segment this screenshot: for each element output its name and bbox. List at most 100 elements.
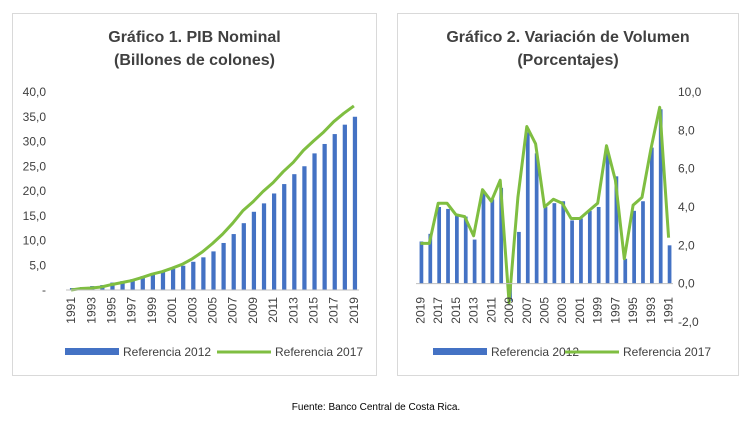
x-tick-label: 1995 bbox=[626, 297, 640, 324]
chart-2-subtitle: (Porcentajes) bbox=[517, 52, 619, 69]
bar-2007 bbox=[525, 132, 530, 284]
x-tick-label: 2019 bbox=[347, 297, 361, 324]
x-tick-label: 2011 bbox=[266, 297, 280, 323]
x-tick-label: 2007 bbox=[226, 297, 240, 324]
bar-1991 bbox=[667, 245, 672, 284]
y-tick-label: 10,0 bbox=[23, 234, 47, 248]
bar-2000 bbox=[160, 270, 166, 290]
bar-2003 bbox=[561, 201, 566, 284]
bar-2010 bbox=[261, 203, 267, 290]
chart-2-plot: -2,0 0,0 2,0 4,0 6,0 8,0 10,0 2019 2017 2015 2013… bbox=[413, 85, 711, 359]
x-tick-label: 1999 bbox=[591, 297, 605, 324]
y-tick-label: -2,0 bbox=[678, 315, 699, 329]
x-tick-label: 2019 bbox=[413, 297, 427, 324]
x-tick-label: 2013 bbox=[286, 297, 300, 324]
chart-2-y-axis: -2,0 0,0 2,0 4,0 6,0 8,0 10,0 bbox=[678, 85, 702, 329]
source-note: Fuente: Banco Central de Costa Rica. bbox=[291, 402, 461, 413]
bar-1997 bbox=[614, 176, 619, 284]
bar-2004 bbox=[201, 257, 206, 290]
bar-2010 bbox=[499, 187, 504, 284]
y-tick-label: 30,0 bbox=[23, 135, 47, 149]
bar-2004 bbox=[552, 203, 557, 284]
bar-2011 bbox=[490, 199, 495, 284]
x-tick-label: 2015 bbox=[449, 297, 463, 324]
chart-panel-variacion-volumen: Gráfico 2. Variación de Volumen (Porcent… bbox=[397, 13, 739, 376]
x-tick-label: 1993 bbox=[84, 297, 98, 324]
bar-2001 bbox=[579, 218, 583, 284]
bar-2005 bbox=[543, 207, 548, 284]
chart-1-x-axis: 1991 1993 1995 1997 1999 2001 2003 2005 2007 2009… bbox=[64, 289, 361, 324]
y-tick-label: 4,0 bbox=[678, 200, 695, 214]
bar-2016 bbox=[322, 143, 327, 290]
bar-2015 bbox=[312, 153, 317, 290]
bar-2009 bbox=[251, 211, 257, 290]
y-tick-label: 35,0 bbox=[23, 110, 47, 124]
chart-1-bars bbox=[69, 116, 358, 290]
x-tick-label: 1999 bbox=[145, 297, 159, 324]
y-tick-label: 8,0 bbox=[678, 123, 695, 137]
bar-2016 bbox=[446, 208, 450, 284]
bar-2002 bbox=[181, 265, 186, 290]
x-tick-label: 2009 bbox=[246, 297, 260, 324]
x-tick-label: 2007 bbox=[520, 297, 534, 324]
bar-2003 bbox=[191, 261, 196, 290]
bar-1995 bbox=[110, 282, 115, 290]
bar-2015 bbox=[455, 214, 459, 284]
chart-2-line bbox=[420, 105, 671, 305]
legend-label-referencia-2012: Referencia 2012 bbox=[491, 345, 579, 359]
y-tick-label: 25,0 bbox=[23, 159, 47, 173]
bar-2014 bbox=[302, 166, 307, 290]
bar-1999 bbox=[150, 273, 156, 290]
chart-1-subtitle: (Billones de colones) bbox=[114, 52, 275, 69]
y-tick-label: 0,0 bbox=[678, 277, 695, 291]
x-tick-label: 2001 bbox=[573, 297, 587, 324]
bar-1995 bbox=[632, 210, 636, 284]
bar-2001 bbox=[170, 268, 176, 290]
bar-1996 bbox=[120, 281, 125, 290]
bar-1993 bbox=[649, 147, 654, 284]
bar-1996 bbox=[623, 258, 628, 284]
bar-2018 bbox=[342, 124, 347, 290]
legend-label-referencia-2017: Referencia 2017 bbox=[275, 345, 363, 359]
x-tick-label: 1991 bbox=[662, 297, 676, 324]
bar-2008 bbox=[517, 231, 521, 284]
x-tick-label: 1997 bbox=[608, 297, 622, 324]
bar-1997 bbox=[130, 279, 135, 290]
bar-2006 bbox=[534, 153, 539, 284]
legend-swatch-referencia-2012 bbox=[433, 348, 487, 355]
chart-1-legend: Referencia 2012 Referencia 2017 bbox=[65, 345, 363, 359]
bar-1999 bbox=[596, 207, 601, 284]
line-referencia-2017 bbox=[70, 104, 355, 292]
x-tick-label: 1995 bbox=[104, 297, 118, 324]
x-tick-label: 2017 bbox=[327, 297, 341, 324]
x-tick-label: 1991 bbox=[64, 297, 78, 324]
bar-2007 bbox=[231, 234, 236, 290]
y-tick-label: 10,0 bbox=[678, 85, 702, 99]
legend-label-referencia-2017: Referencia 2017 bbox=[623, 345, 711, 359]
line-referencia-2017 bbox=[420, 105, 671, 305]
x-tick-label: 1993 bbox=[644, 297, 658, 324]
x-tick-label: 2003 bbox=[185, 297, 199, 324]
bar-2006 bbox=[221, 242, 226, 290]
bar-2000 bbox=[587, 210, 592, 284]
y-tick-label: 5,0 bbox=[29, 258, 46, 272]
chart-panel-pib-nominal: Gráfico 1. PIB Nominal (Billones de colo… bbox=[12, 13, 377, 376]
chart-2-legend: Referencia 2012 Referencia 2017 bbox=[433, 345, 711, 359]
chart-1-y-axis: - 5,0 10,0 15,0 20,0 25,0 30,0 35,0 40,0 bbox=[23, 85, 47, 297]
x-tick-label: 2001 bbox=[165, 297, 179, 324]
legend-swatch-referencia-2012 bbox=[65, 348, 119, 355]
bar-2011 bbox=[271, 193, 277, 290]
bar-2012 bbox=[282, 184, 287, 290]
bar-2017 bbox=[332, 134, 337, 290]
x-tick-label: 2009 bbox=[502, 297, 516, 324]
chart-2-x-axis: 2019 2017 2015 2013 2011 2009 2007 2005 2003 2001… bbox=[413, 283, 676, 324]
bar-2008 bbox=[241, 223, 246, 290]
bar-2013 bbox=[292, 174, 297, 290]
x-tick-label: 2011 bbox=[484, 297, 498, 323]
bar-2013 bbox=[472, 239, 477, 284]
x-tick-label: 2005 bbox=[206, 297, 220, 324]
bar-1998 bbox=[605, 151, 610, 284]
bar-1994 bbox=[641, 201, 645, 284]
bar-2002 bbox=[570, 220, 574, 284]
y-tick-label: - bbox=[42, 283, 46, 297]
